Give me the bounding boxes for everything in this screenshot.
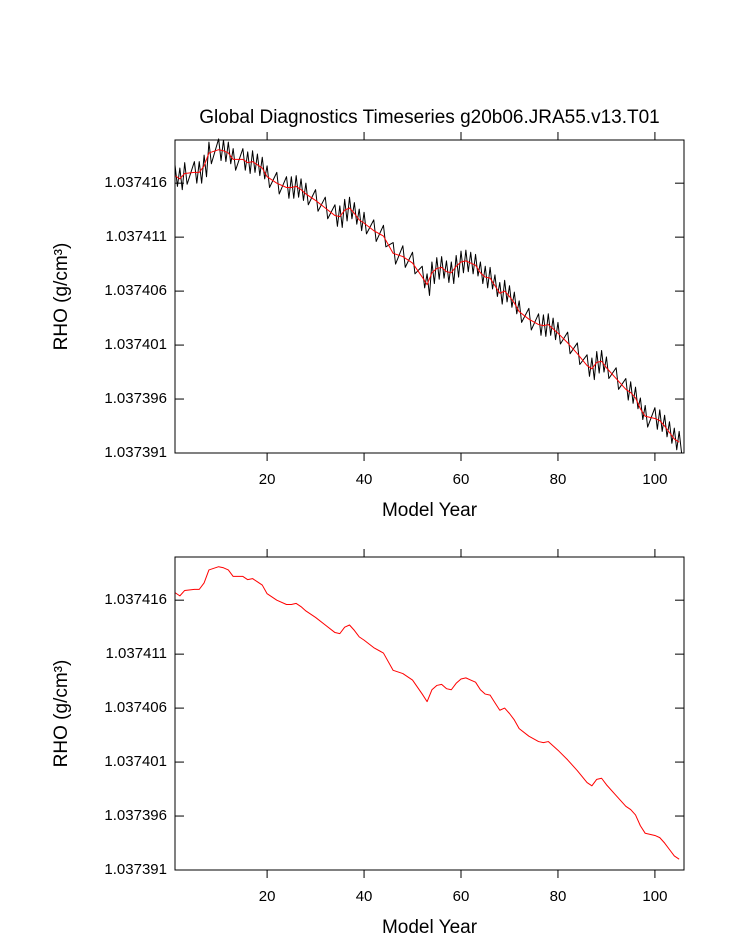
x-axis-label: Model Year xyxy=(382,500,478,521)
y-tick-label: 1.037396 xyxy=(104,390,167,407)
x-tick-label: 80 xyxy=(550,888,567,905)
x-tick-label: 100 xyxy=(642,888,667,905)
series-line xyxy=(174,566,680,860)
y-axis-label: RHO (g/cm³) xyxy=(51,660,72,768)
series-line xyxy=(174,138,683,454)
chart-title: Global Diagnostics Timeseries g20b06.JRA… xyxy=(199,107,659,128)
y-tick-label: 1.037391 xyxy=(104,444,167,461)
y-tick-label: 1.037406 xyxy=(104,699,167,716)
y-tick-label: 1.037396 xyxy=(104,807,167,824)
x-tick-label: 80 xyxy=(550,471,567,488)
y-tick-label: 1.037416 xyxy=(104,591,167,608)
y-tick-label: 1.037401 xyxy=(104,753,167,770)
x-tick-label: 40 xyxy=(356,888,373,905)
x-tick-label: 60 xyxy=(453,888,470,905)
y-tick-label: 1.037391 xyxy=(104,861,167,878)
y-tick-label: 1.037401 xyxy=(104,336,167,353)
y-tick-label: 1.037416 xyxy=(104,174,167,191)
y-tick-label: 1.037411 xyxy=(106,228,167,245)
plot-frame xyxy=(174,139,685,454)
x-tick-label: 100 xyxy=(642,471,667,488)
plot-frame xyxy=(174,556,685,871)
panel: Model Year RHO (g/cm³) 1.037391 1.037396 1.0… xyxy=(51,549,685,938)
panel: Global Diagnostics Timeseries g20b06.JRA… xyxy=(51,107,685,521)
x-tick-label: 60 xyxy=(453,471,470,488)
x-tick-label: 20 xyxy=(259,471,276,488)
y-axis-label: RHO (g/cm³) xyxy=(51,243,72,351)
x-tick-label: 20 xyxy=(259,888,276,905)
x-tick-label: 40 xyxy=(356,471,373,488)
y-tick-label: 1.037406 xyxy=(104,282,167,299)
series-line xyxy=(174,149,680,443)
y-tick-label: 1.037411 xyxy=(106,645,167,662)
x-axis-label: Model Year xyxy=(382,917,478,938)
